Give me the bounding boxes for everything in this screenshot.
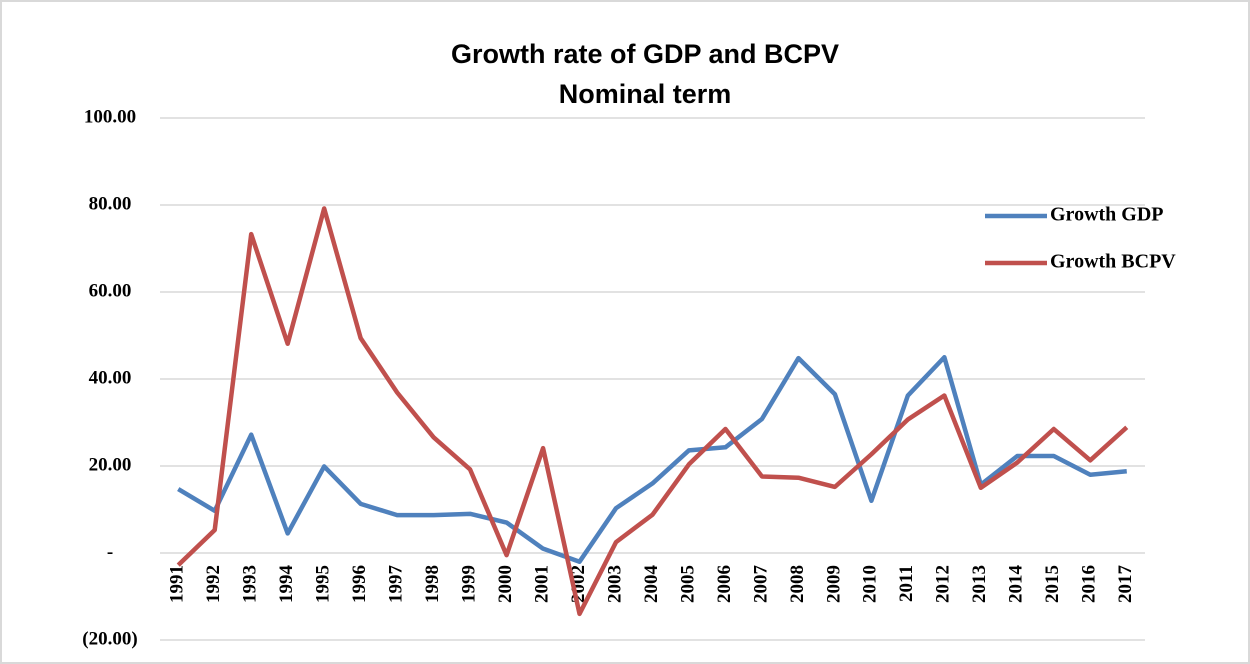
x-tick-label: 1992 xyxy=(203,565,224,603)
x-tick-label: 2004 xyxy=(641,565,662,604)
x-tick-label: 1995 xyxy=(313,565,334,603)
x-tick-label: 2012 xyxy=(933,565,954,603)
x-tick-label: 2005 xyxy=(677,565,698,603)
legend-label: Growth GDP xyxy=(1050,204,1164,226)
x-tick-label: 2006 xyxy=(714,565,735,603)
y-tick-label: - xyxy=(107,541,113,562)
x-tick-label: 2009 xyxy=(823,565,844,603)
legend-label: Growth BCPV xyxy=(1050,251,1176,273)
x-tick-label: 2010 xyxy=(860,565,881,603)
series-line xyxy=(177,355,1127,564)
y-tick-label: 60.00 xyxy=(89,280,132,301)
x-tick-label: 2014 xyxy=(1006,565,1027,604)
y-tick-label: 20.00 xyxy=(89,454,132,475)
x-tick-label: 1996 xyxy=(349,565,370,603)
x-tick-label: 2016 xyxy=(1079,565,1100,603)
x-tick-label: 1998 xyxy=(422,565,443,603)
x-tick-label: 1997 xyxy=(385,565,406,604)
chart-title: Growth rate of GDP and BCPV xyxy=(451,39,839,69)
y-tick-label: (20.00) xyxy=(82,628,137,649)
x-tick-label: 2003 xyxy=(604,565,625,603)
x-tick-label: 2013 xyxy=(969,565,990,603)
x-tick-label: 2015 xyxy=(1042,565,1063,603)
x-tick-label: 1991 xyxy=(167,565,188,603)
x-tick-label: 2000 xyxy=(495,565,516,603)
x-tick-label: 2017 xyxy=(1115,565,1136,604)
x-tick-label: 2011 xyxy=(896,565,917,602)
x-tick-label: 2001 xyxy=(531,565,552,603)
chart-subtitle: Nominal term xyxy=(559,79,732,109)
series-line xyxy=(176,206,1129,617)
x-tick-label: 2007 xyxy=(750,565,771,604)
x-tick-label: 1999 xyxy=(458,565,479,603)
x-tick-label: 1994 xyxy=(276,565,297,604)
x-tick-label: 2008 xyxy=(787,565,808,603)
y-tick-label: 80.00 xyxy=(89,193,132,214)
y-tick-label: 40.00 xyxy=(89,367,132,388)
x-tick-label: 1993 xyxy=(240,565,261,603)
y-tick-label: 100.00 xyxy=(84,106,136,127)
